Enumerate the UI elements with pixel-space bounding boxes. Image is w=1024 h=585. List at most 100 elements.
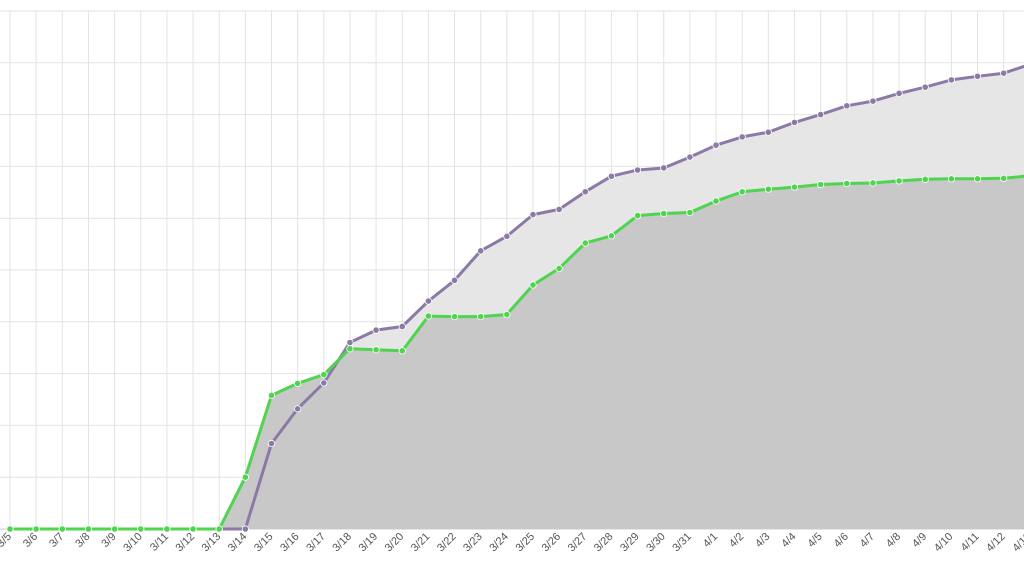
series-1-point[interactable] [712,141,720,149]
series-2-line [10,174,1024,531]
series-2-point[interactable] [607,232,616,240]
x-tick-label: 4/8 [884,531,903,550]
series-1-point[interactable] [869,97,877,105]
series-1-point[interactable] [372,326,380,334]
series-2-point[interactable] [843,179,851,188]
series-1-point[interactable] [790,118,799,126]
series-2-point[interactable] [660,209,668,218]
x-tick-label: 4/2 [727,531,746,550]
series-1-point[interactable] [973,72,982,80]
series-2-point[interactable] [764,185,772,193]
series-2-point[interactable] [921,175,929,183]
x-tick-label: 3/18 [330,531,354,555]
x-tick-label: 3/7 [47,531,66,550]
x-tick-label: 3/21 [409,531,433,555]
series-2-point[interactable] [555,264,563,273]
x-tick-label: 3/23 [461,531,485,555]
series-2-point[interactable] [58,525,66,533]
x-tick-label: 4/6 [832,531,851,550]
series-1-point[interactable] [529,210,537,219]
x-tick-label: 3/11 [148,531,171,554]
x-tick-label: 3/10 [121,531,145,555]
series-1-point[interactable] [764,128,772,136]
series-2-point[interactable] [529,281,537,289]
series-2-point[interactable] [686,208,694,217]
series-2-point[interactable] [869,179,877,187]
series-1-point[interactable] [843,102,851,110]
series-2-point[interactable] [712,197,720,205]
x-tick-label: 4/7 [858,531,877,550]
series-2-point[interactable] [32,525,40,533]
series-1-point[interactable] [241,525,249,533]
series-2-point[interactable] [189,525,197,533]
x-tick-label: 3/13 [200,531,224,555]
x-tick-label: 3/20 [383,531,407,555]
series-1-point[interactable] [503,232,511,240]
series-2-point[interactable] [477,313,485,321]
series-2-point[interactable] [137,525,145,533]
series-1-point[interactable] [477,247,485,255]
series-1-point[interactable] [320,379,328,387]
series-2-point[interactable] [163,525,171,533]
series-2-point[interactable] [947,175,956,183]
series-2-point[interactable] [738,188,746,196]
series-2-point[interactable] [372,346,380,354]
series-2-area [10,176,1024,529]
series-2-point[interactable] [267,391,276,399]
series-1-point[interactable] [398,322,406,331]
x-tick-label: 3/24 [487,531,511,555]
x-tick-label: 4/9 [910,531,929,550]
x-tick-label: 3/15 [252,531,276,555]
series-2-point[interactable] [294,379,302,388]
series-2-point[interactable] [398,347,406,355]
series-1-point[interactable] [555,205,563,213]
series-2-point[interactable] [450,313,459,321]
x-tick-label: 3/25 [513,531,537,555]
series-2-point[interactable] [633,212,642,220]
series-2-point[interactable] [320,371,328,379]
series-2-point[interactable] [84,525,93,533]
series-2-point[interactable] [346,345,354,353]
series-1-point[interactable] [1000,69,1008,77]
x-tick-label: 4/11 [959,531,982,554]
x-tick-label: 3/31 [670,531,694,555]
x-tick-label: 4/12 [984,531,1008,555]
x-tick-label: 3/29 [618,531,642,555]
series-2-point[interactable] [6,525,14,533]
series-1-point[interactable] [660,164,668,172]
x-tick-label: 3/6 [21,531,40,550]
series-1-point[interactable] [633,166,642,174]
series-2-point[interactable] [973,175,982,183]
series-1-point[interactable] [424,297,432,305]
series-1-point[interactable] [581,188,589,196]
series-1-point[interactable] [738,133,746,141]
x-axis: 3/5 3/6 3/7 3/8 3/9 3/10 3/11 3/12 3/13 3/14 3/15 3… [0,531,1024,555]
x-tick-label: 4/4 [779,531,798,550]
series-1-point[interactable] [294,405,302,413]
series-1-point[interactable] [607,172,616,180]
series-1-point[interactable] [686,153,694,161]
x-tick-label: 4/1 [701,531,720,550]
series-1-point[interactable] [895,89,903,97]
x-tick-label: 3/19 [357,531,381,555]
series-1-point[interactable] [817,111,825,119]
series-1-point[interactable] [921,83,929,91]
series-points [6,69,1008,533]
series-2-point[interactable] [241,473,249,481]
series-2-point[interactable] [1000,174,1008,182]
series-1-point[interactable] [267,439,276,448]
series-2-point[interactable] [503,310,511,319]
series-1-point[interactable] [947,76,956,84]
series-2-point[interactable] [790,183,799,191]
series-2-point[interactable] [424,312,432,320]
series-1-point[interactable] [450,276,459,284]
x-tick-label: 3/12 [174,531,198,555]
series-2-point[interactable] [817,180,825,189]
series-2-point[interactable] [581,239,589,247]
series-2-point[interactable] [895,177,903,185]
series-1-point[interactable] [346,338,354,347]
series-2-point[interactable] [111,525,119,533]
series-2-point[interactable] [215,525,223,533]
x-tick-label: 3/8 [73,531,92,550]
